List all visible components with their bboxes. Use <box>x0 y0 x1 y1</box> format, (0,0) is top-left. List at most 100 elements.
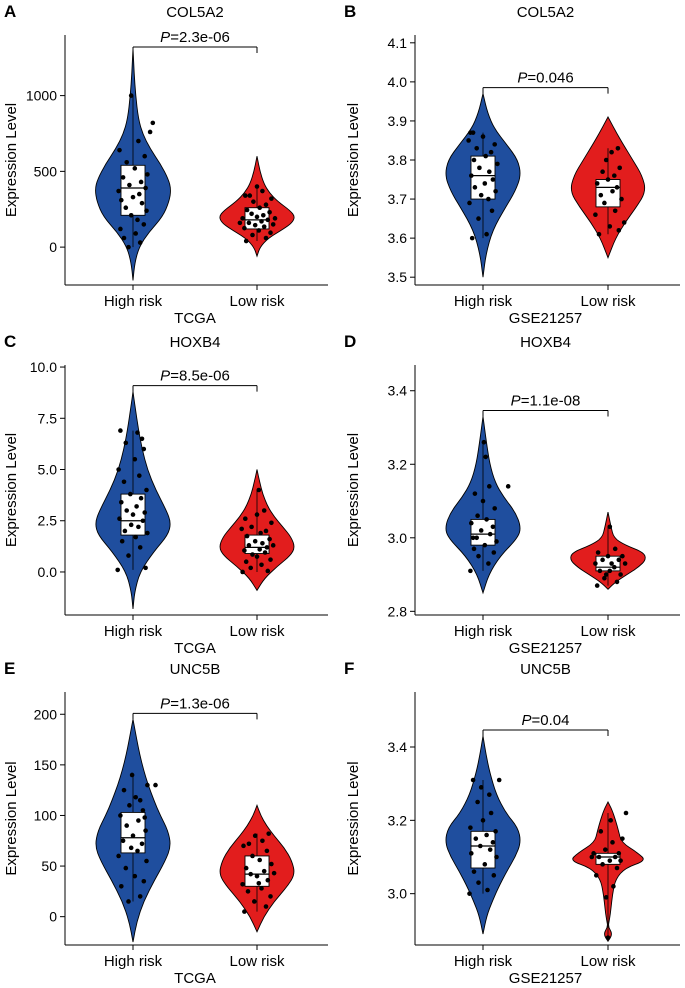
data-point <box>137 191 142 197</box>
data-point <box>261 868 267 874</box>
x-tick-label: High risk <box>104 293 163 310</box>
data-point <box>484 231 489 237</box>
data-point <box>119 538 125 544</box>
data-point <box>268 230 273 236</box>
data-point <box>476 553 481 559</box>
data-point <box>494 854 499 860</box>
data-point <box>244 533 250 539</box>
chart-title: COL5A2 <box>166 4 224 21</box>
data-point <box>496 777 502 783</box>
data-point <box>128 213 134 218</box>
x-tick-label: High risk <box>104 623 163 640</box>
data-point <box>130 833 136 839</box>
data-point <box>474 145 480 151</box>
data-point <box>600 169 605 175</box>
data-point <box>126 553 131 558</box>
data-point <box>484 832 489 838</box>
data-point <box>137 473 142 478</box>
y-axis-label: Expression Level <box>345 103 362 217</box>
data-point <box>257 857 263 863</box>
y-tick-label: 150 <box>34 757 58 773</box>
data-point <box>250 552 255 557</box>
data-point <box>490 840 496 845</box>
data-point <box>607 224 613 229</box>
data-point <box>616 851 622 856</box>
p-symbol: P <box>160 695 170 712</box>
data-point <box>132 456 138 462</box>
data-point <box>120 175 126 180</box>
data-point <box>254 512 260 517</box>
data-point <box>263 904 269 909</box>
data-point <box>475 799 480 805</box>
data-point <box>248 871 253 877</box>
data-point <box>140 518 146 524</box>
data-point <box>237 220 243 226</box>
data-point <box>243 238 249 244</box>
data-point <box>137 545 143 550</box>
data-point <box>240 881 245 887</box>
data-point <box>123 865 129 871</box>
chart-title: UNC5B <box>520 661 571 678</box>
data-point <box>260 540 265 546</box>
data-point <box>252 833 258 839</box>
data-point <box>259 886 264 891</box>
data-point <box>487 792 492 797</box>
y-tick-label: 3.4 <box>388 739 408 755</box>
p-value-label: P=1.1e-08 <box>511 392 581 409</box>
data-point <box>263 235 269 241</box>
data-point <box>488 810 494 816</box>
data-point <box>609 561 614 566</box>
data-point <box>126 899 131 904</box>
data-point <box>467 891 472 896</box>
data-point <box>472 185 478 190</box>
data-point <box>258 530 263 536</box>
data-point <box>141 222 147 227</box>
data-point <box>612 854 618 860</box>
panel-letter: D <box>344 332 356 351</box>
data-point <box>121 235 127 241</box>
data-point <box>251 199 256 204</box>
data-point <box>602 575 607 581</box>
x-tick-label: High risk <box>104 953 163 970</box>
data-point <box>128 491 133 497</box>
data-point <box>259 219 264 224</box>
y-tick-label: 2.8 <box>388 603 408 619</box>
data-point <box>252 538 258 544</box>
data-point <box>482 542 488 548</box>
data-point <box>132 166 138 171</box>
p-value-label: P=0.04 <box>522 712 570 729</box>
data-point <box>132 873 138 879</box>
y-tick-label: 100 <box>34 807 58 823</box>
data-point <box>262 550 268 555</box>
data-point <box>480 818 486 823</box>
data-point <box>120 838 126 844</box>
x-tick-label: High risk <box>454 293 513 310</box>
data-point <box>603 847 608 852</box>
x-axis-label: GSE21257 <box>509 970 582 987</box>
data-point <box>596 854 602 860</box>
data-point <box>268 894 273 899</box>
panel-letter: E <box>4 659 15 678</box>
data-point <box>140 808 146 813</box>
y-tick-label: 50 <box>41 858 57 874</box>
data-point <box>482 181 488 186</box>
p-value: =1.1e-08 <box>521 392 581 409</box>
box <box>120 811 146 854</box>
data-point <box>135 430 140 435</box>
data-point <box>133 534 138 540</box>
p-symbol: P <box>160 29 170 46</box>
data-point <box>246 841 252 847</box>
data-point <box>598 192 604 198</box>
p-symbol: P <box>517 70 527 87</box>
data-point <box>136 818 141 823</box>
data-point <box>467 200 472 206</box>
data-point <box>133 231 138 236</box>
data-point <box>480 134 486 139</box>
data-point <box>470 130 476 135</box>
data-point <box>249 524 254 530</box>
y-tick-label: 500 <box>34 163 58 179</box>
data-point <box>243 516 248 521</box>
data-point <box>471 869 477 874</box>
p-value: =2.3e-06 <box>170 29 230 46</box>
data-point <box>241 843 246 849</box>
